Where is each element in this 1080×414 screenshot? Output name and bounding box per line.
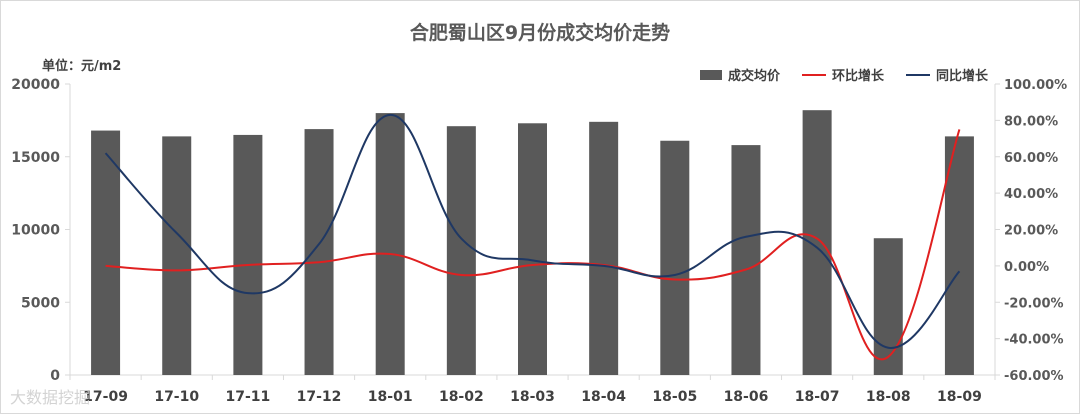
- x-tick-label: 18-08: [866, 389, 911, 405]
- bar-price: [233, 134, 263, 375]
- x-tick-label: 18-03: [510, 389, 555, 405]
- chart-title: 合肥蜀山区9月份成交均价走势: [409, 22, 671, 44]
- x-tick-label: 18-05: [652, 389, 697, 405]
- legend-item-price: 成交均价: [699, 65, 780, 84]
- legend-swatch-yoy: [905, 73, 930, 76]
- legend-label-yoy: 同比增长: [935, 69, 988, 84]
- x-tick-label: 18-02: [439, 389, 484, 405]
- y-left-tick-label: 20000: [11, 77, 60, 93]
- x-tick-label: 18-09: [937, 389, 982, 405]
- legend-item-mom: 环比增长: [801, 65, 884, 84]
- legend-item-yoy: 同比增长: [905, 65, 988, 84]
- series-line-yoy: [104, 113, 961, 349]
- y-right-tick-label: 100.00%: [1004, 78, 1067, 93]
- series-line-mom: [105, 129, 961, 361]
- legend-label-mom: 环比增长: [831, 69, 884, 84]
- watermark-logo: 大数据挖掘: [10, 384, 90, 408]
- legend-swatch-mom: [801, 73, 826, 76]
- bar-price: [304, 129, 334, 375]
- bar-price: [162, 136, 192, 375]
- y-left-tick-label: 5000: [21, 295, 60, 311]
- bar-price: [802, 110, 832, 375]
- y-right-tick-label: 80.00%: [1004, 114, 1058, 129]
- bar-price: [873, 238, 903, 375]
- x-tick-label: 18-06: [724, 389, 769, 405]
- unit-label: 单位：元/m2: [42, 59, 122, 74]
- x-tick-label: 18-04: [581, 389, 626, 405]
- legend: 成交均价 环比增长 同比增长: [699, 65, 988, 84]
- bar-price: [91, 130, 121, 375]
- y-left-tick-label: 15000: [11, 150, 60, 166]
- bar-price: [660, 140, 690, 375]
- y-right-tick-label: 60.00%: [1004, 151, 1058, 166]
- y-left-tick-label: 10000: [11, 223, 60, 239]
- x-tick-label: 17-11: [225, 389, 270, 405]
- x-tick-label: 17-10: [154, 389, 199, 405]
- y-right-tick-label: 0.00%: [1004, 260, 1049, 275]
- bar-price: [375, 113, 405, 375]
- y-right-tick-label: -40.00%: [1004, 333, 1064, 348]
- y-right-tick-label: 40.00%: [1004, 187, 1058, 202]
- watermark-text: 大数据挖掘: [10, 388, 91, 407]
- legend-swatch-bar: [699, 69, 722, 80]
- legend-label-price: 成交均价: [727, 69, 780, 84]
- y-right-tick-label: -20.00%: [1004, 296, 1064, 311]
- bar-price: [589, 121, 619, 375]
- bar-price: [944, 136, 974, 375]
- x-tick-label: 17-09: [83, 389, 128, 405]
- bar-price: [731, 145, 761, 375]
- bar-price: [446, 126, 476, 375]
- x-tick-label: 18-01: [368, 389, 413, 405]
- y-left-tick-label: 0: [50, 368, 60, 384]
- x-tick-label: 18-07: [795, 389, 840, 405]
- y-right-tick-label: 20.00%: [1004, 224, 1058, 239]
- bar-price: [518, 123, 547, 375]
- x-tick-label: 17-12: [297, 389, 342, 405]
- y-right-tick-label: -60.00%: [1004, 369, 1064, 384]
